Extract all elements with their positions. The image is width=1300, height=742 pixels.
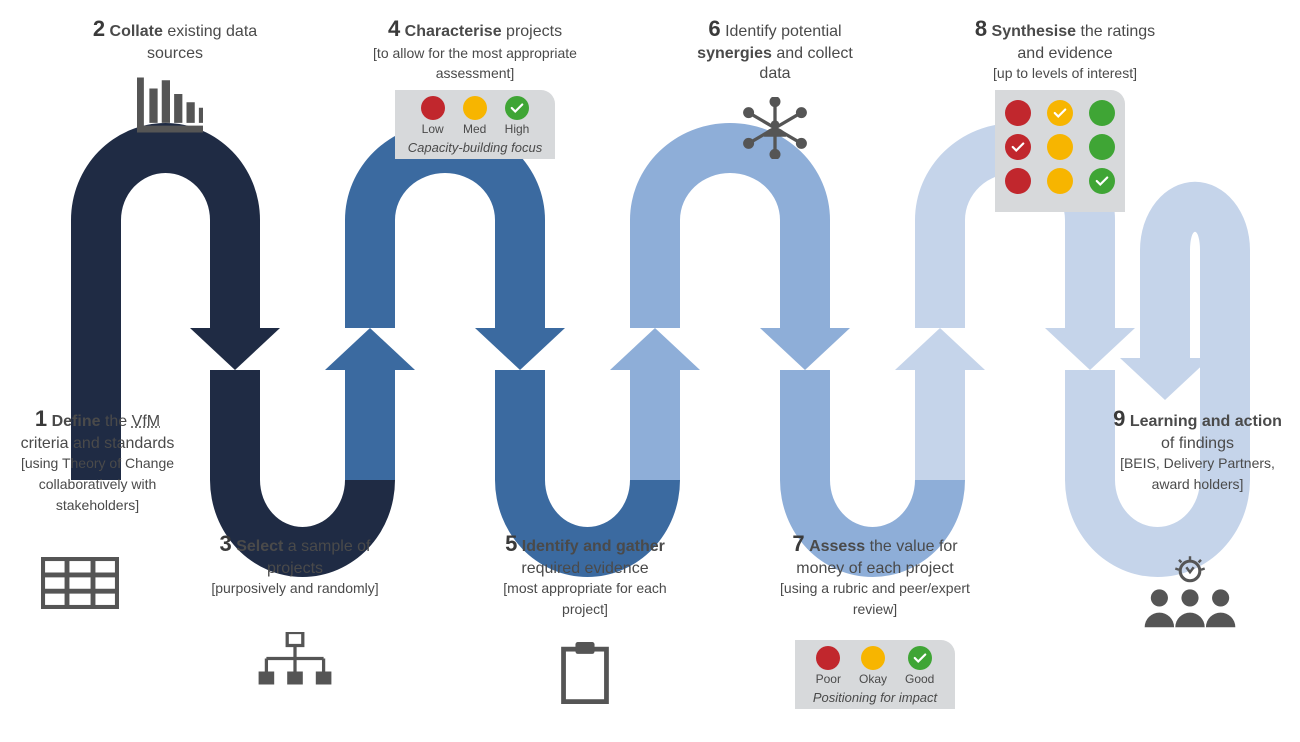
- matrix-dot: [1047, 134, 1073, 160]
- rating-dot: [463, 96, 487, 120]
- step-6: 6 Identify potential synergies and colle…: [680, 15, 870, 85]
- step-8: 8 Synthesise the ratings and evidence [u…: [965, 15, 1165, 85]
- rating-dot: [505, 96, 529, 120]
- rating-label: Low: [422, 122, 444, 136]
- matrix-dot: [1005, 100, 1031, 126]
- rating-matrix-8: [995, 90, 1125, 212]
- grid-icon: [40, 555, 120, 610]
- rating-dot: [421, 96, 445, 120]
- matrix-dot: [1047, 100, 1073, 126]
- clipboard-icon: [560, 640, 610, 705]
- matrix-dot: [1005, 134, 1031, 160]
- matrix-dot: [1089, 100, 1115, 126]
- step-3: 3 Select a sample of projects [purposive…: [195, 530, 395, 600]
- rating-label: Good: [905, 672, 934, 686]
- network-icon: [740, 95, 810, 160]
- matrix-dot: [1089, 168, 1115, 194]
- people-idea-icon: [1140, 555, 1240, 630]
- step-2: 2 Collate existing data sources: [85, 15, 265, 64]
- rating-label: Okay: [859, 672, 887, 686]
- rating-box-4: LowMedHigh Capacity-building focus: [395, 90, 555, 159]
- step-4: 4 Characterise projects [to allow for th…: [365, 15, 585, 85]
- rating-dot: [908, 646, 932, 670]
- rating-label: Poor: [816, 672, 841, 686]
- matrix-dot: [1089, 134, 1115, 160]
- rating-label: High: [505, 122, 530, 136]
- step-1: 1 Define the VfM criteria and standards …: [10, 405, 185, 517]
- hierarchy-icon: [255, 630, 335, 700]
- rating-label: Med: [463, 122, 486, 136]
- bar-chart-icon: [135, 75, 205, 135]
- step-7: 7 Assess the value for money of each pro…: [770, 530, 980, 621]
- step-9: 9 Learning and action of findings [BEIS,…: [1105, 405, 1290, 496]
- rating-dot: [816, 646, 840, 670]
- matrix-dot: [1047, 168, 1073, 194]
- matrix-dot: [1005, 168, 1031, 194]
- rating-dot: [861, 646, 885, 670]
- rating-box-7: PoorOkayGood Positioning for impact: [795, 640, 955, 709]
- step-5: 5 Identify and gather required evidence …: [480, 530, 690, 621]
